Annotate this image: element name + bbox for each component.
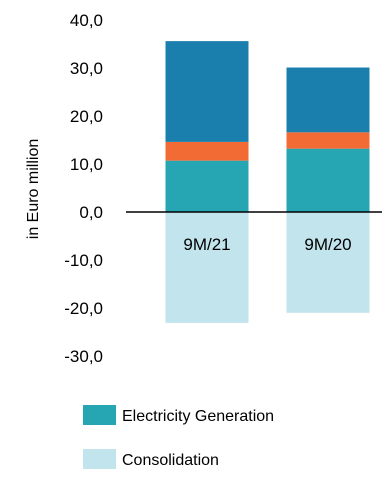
legend: Electricity Generation Consolidation xyxy=(83,405,274,469)
legend-swatch xyxy=(83,449,116,469)
y-tick-label: 10,0 xyxy=(70,155,103,174)
y-tick-label: 30,0 xyxy=(70,59,103,78)
y-tick-label: -30,0 xyxy=(64,347,103,366)
bar-9M-20-segment-2 xyxy=(286,67,370,133)
y-tick-label: -10,0 xyxy=(64,251,103,270)
bar-9M-21-segment-2 xyxy=(165,41,249,142)
legend-swatch xyxy=(83,405,116,425)
legend-label: Electricity Generation xyxy=(122,408,274,425)
bar-9M-20-segment-3 xyxy=(286,212,370,313)
y-tick-label: -20,0 xyxy=(64,299,103,318)
bar-9M-21-segment-1 xyxy=(165,141,249,161)
legend-label: Consolidation xyxy=(122,452,219,469)
bars-layer xyxy=(165,41,370,323)
x-tick-label: 9M/20 xyxy=(304,235,351,254)
y-tick-labels: 40,0 30,0 20,0 10,0 0,0 -10,0 -20,0 -30,0 xyxy=(64,11,103,366)
y-tick-label: 40,0 xyxy=(70,11,103,30)
bar-9M-21-segment-0 xyxy=(165,160,249,212)
bar-9M-20-segment-1 xyxy=(286,132,370,149)
x-tick-labels: 9M/21 9M/20 xyxy=(183,235,351,254)
y-tick-label: 20,0 xyxy=(70,107,103,126)
y-tick-label: 0,0 xyxy=(79,203,103,222)
y-axis-label: in Euro million xyxy=(25,139,42,239)
bar-9M-20-segment-0 xyxy=(286,148,370,212)
bar-9M-21-segment-3 xyxy=(165,212,249,323)
x-tick-label: 9M/21 xyxy=(183,235,230,254)
